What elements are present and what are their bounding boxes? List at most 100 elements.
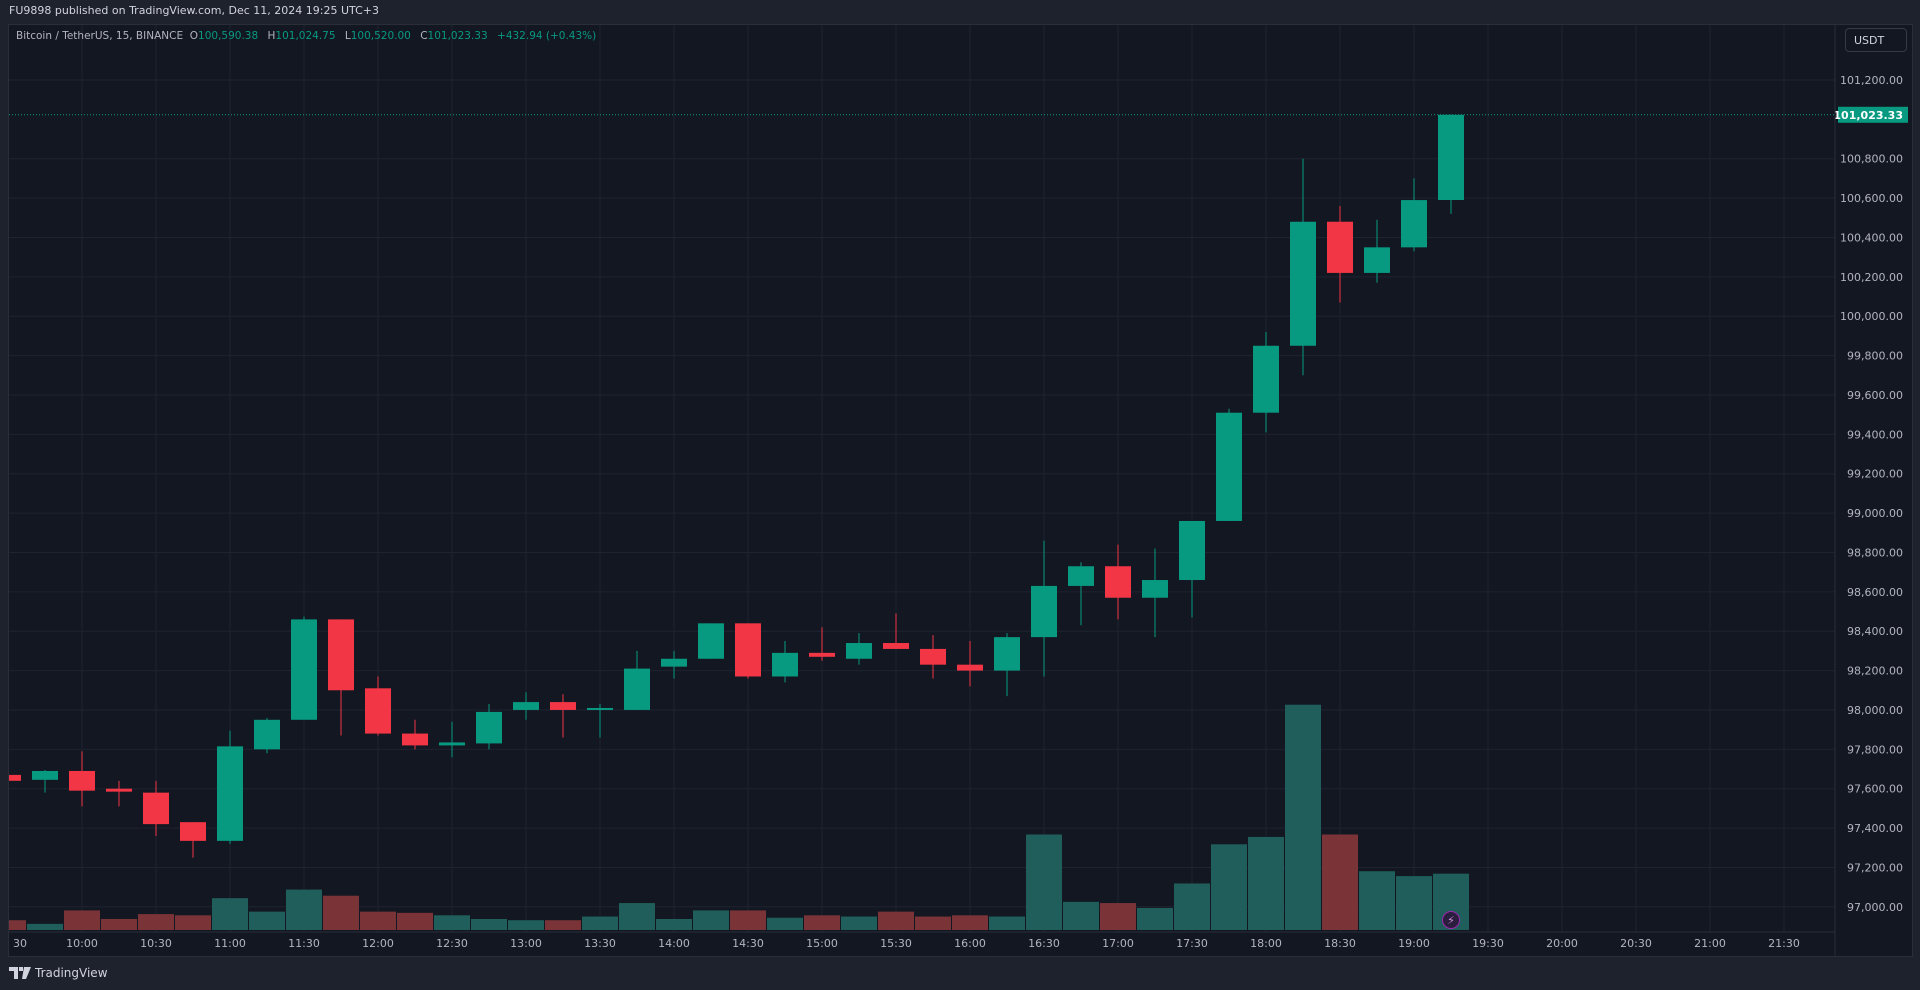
price-tick-label: 100,000.00	[1840, 310, 1903, 323]
candle-body	[1364, 247, 1390, 273]
candle-body	[1290, 221, 1316, 346]
plot-area	[9, 25, 1835, 932]
time-tick-label: 14:00	[658, 937, 690, 950]
chart-pane[interactable]	[8, 24, 1913, 957]
close-label: C	[420, 30, 428, 42]
volume-bar	[434, 915, 470, 930]
volume-bar	[508, 920, 544, 930]
volume-bar	[1248, 836, 1284, 930]
high-value: 101,024.75	[275, 30, 336, 42]
volume-bar	[1322, 834, 1358, 930]
price-tick-label: 99,600.00	[1847, 389, 1903, 402]
candle-body	[1401, 200, 1427, 248]
time-tick-label: 12:00	[362, 937, 394, 950]
volume-bar	[582, 916, 618, 930]
time-tick-label: 11:00	[214, 937, 246, 950]
time-tick-label: 10:00	[66, 937, 98, 950]
candle-body	[624, 668, 650, 710]
candle-body	[883, 643, 909, 649]
candle-body	[106, 788, 132, 792]
volume-bar	[27, 923, 63, 930]
candle-body	[1179, 520, 1205, 581]
price-tick-label: 100,200.00	[1840, 271, 1903, 284]
last-price-badge	[1838, 106, 1908, 123]
change-value: +432.94 (+0.43%)	[497, 30, 597, 42]
volume-bar	[101, 918, 137, 930]
volume-bar	[804, 915, 840, 930]
tradingview-logo-icon	[9, 967, 31, 979]
time-tick-label: 15:30	[880, 937, 912, 950]
time-tick-label: 17:30	[1176, 937, 1208, 950]
time-tick-label: 13:30	[584, 937, 616, 950]
candle-body	[291, 619, 317, 720]
candle-body	[476, 711, 502, 744]
footer-brand[interactable]: TradingView	[35, 966, 108, 980]
price-tick-label: 97,200.00	[1847, 861, 1903, 874]
candle-body	[994, 637, 1020, 671]
candle-body	[1105, 566, 1131, 598]
price-tick-label: 99,400.00	[1847, 428, 1903, 441]
volume-bar	[64, 910, 100, 930]
currency-button[interactable]: USDT	[1845, 28, 1907, 52]
time-tick-label: 20:00	[1546, 937, 1578, 950]
volume-bar	[730, 910, 766, 930]
volume-bar	[989, 916, 1025, 930]
candle-body	[143, 792, 169, 825]
price-tick-label: 99,000.00	[1847, 507, 1903, 520]
lightning-icon[interactable]: ⚡	[1442, 911, 1460, 929]
time-tick-label: 16:00	[954, 937, 986, 950]
candle-body	[920, 648, 946, 665]
candle-body	[735, 623, 761, 677]
time-tick-label: 19:00	[1398, 937, 1430, 950]
volume-bar	[471, 918, 507, 930]
volume-bar	[1063, 901, 1099, 930]
open-label: O	[189, 30, 199, 42]
candle-body	[661, 658, 687, 667]
price-tick-label: 98,600.00	[1847, 586, 1903, 599]
candle-body	[846, 643, 872, 659]
candle-body	[1031, 585, 1057, 638]
volume-bar	[878, 911, 914, 930]
candle-body	[439, 742, 465, 746]
candle-body	[1327, 221, 1353, 273]
time-tick-label: 18:30	[1324, 937, 1356, 950]
volume-bar	[1211, 844, 1247, 930]
volume-bar	[360, 911, 396, 930]
candle-body	[402, 733, 428, 746]
high-label: H	[267, 30, 276, 42]
time-tick-label: 10:30	[140, 937, 172, 950]
open-value: 100,590.38	[198, 30, 259, 42]
volume-bar	[1396, 876, 1432, 930]
symbol-title[interactable]: Bitcoin / TetherUS, 15, BINANCE	[16, 30, 184, 42]
candle-body	[180, 822, 206, 841]
close-value: 101,023.33	[427, 30, 488, 42]
time-tick-label: 30	[13, 937, 27, 950]
volume-bar	[656, 918, 692, 930]
price-tick-label: 98,400.00	[1847, 625, 1903, 638]
candle-body	[698, 623, 724, 659]
volume-bar	[1100, 903, 1136, 930]
price-tick-label: 98,800.00	[1847, 546, 1903, 559]
publish-info: FU9898 published on TradingView.com, Dec…	[9, 4, 379, 17]
price-tick-label: 99,800.00	[1847, 350, 1903, 363]
volume-bar	[175, 915, 211, 930]
time-tick-label: 19:30	[1472, 937, 1504, 950]
candle-body	[217, 746, 243, 841]
price-tick-label: 97,600.00	[1847, 783, 1903, 796]
time-tick-label: 17:00	[1102, 937, 1134, 950]
candle-body	[1216, 412, 1242, 521]
time-tick-label: 21:30	[1768, 937, 1800, 950]
candle-body	[365, 688, 391, 734]
candle-body	[69, 770, 95, 791]
ohlc-legend: Bitcoin / TetherUS, 15, BINANCE O100,590…	[16, 30, 602, 42]
volume-bar	[545, 920, 581, 930]
volume-bar	[138, 914, 174, 930]
volume-bar	[286, 889, 322, 930]
candle-body	[587, 707, 613, 710]
volume-bar	[397, 912, 433, 930]
candle-body	[328, 619, 354, 691]
candle-body	[1142, 580, 1168, 598]
price-tick-label: 99,200.00	[1847, 468, 1903, 481]
volume-bar	[693, 910, 729, 930]
